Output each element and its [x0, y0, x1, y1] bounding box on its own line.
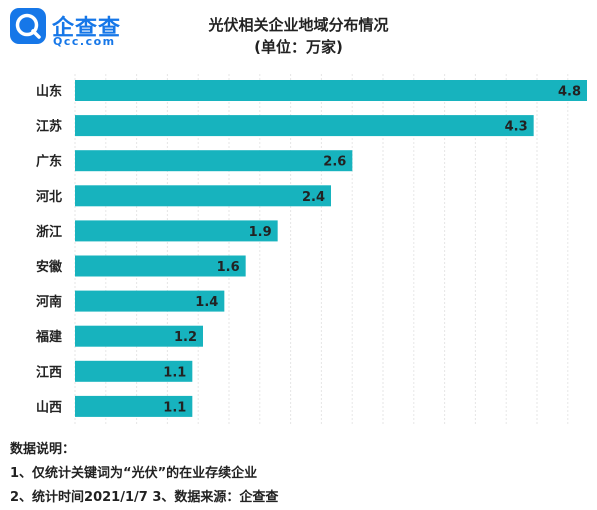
value-label: 1.2 — [174, 330, 197, 345]
bar-4 — [75, 185, 331, 207]
bar-5 — [75, 220, 278, 242]
chart-subtitle: (单位：万家) — [254, 38, 343, 56]
bar-1 — [75, 80, 587, 101]
bar-3 — [75, 150, 353, 172]
category-label: 广东 — [36, 154, 62, 170]
brand-domain: Qcc.com — [53, 35, 116, 48]
brand-name: 企查查 — [52, 16, 122, 41]
bar-8 — [75, 325, 203, 347]
chart-value-labels: 4.8 4.3 2.6 2.4 1.9 1.6 1.4 1.2 1.1 1.1 — [163, 85, 581, 416]
bar-9 — [75, 360, 193, 382]
category-label: 山西 — [36, 399, 62, 415]
category-label: 江西 — [36, 364, 62, 380]
brand-logo: 企查查 Qcc.com — [10, 8, 130, 50]
category-label: 浙江 — [36, 224, 62, 240]
category-label: 福建 — [35, 329, 62, 345]
category-label: 安徽 — [36, 259, 63, 275]
notes-heading: 数据说明： — [10, 442, 76, 457]
value-label: 2.4 — [302, 190, 325, 205]
bar-6 — [75, 255, 246, 277]
category-label: 江苏 — [36, 119, 62, 135]
data-notes: 数据说明： 1、仅统计关键词为“光伏”的在业存续企业 2、统计时间2021/1/… — [10, 438, 278, 510]
value-label: 1.1 — [163, 365, 186, 380]
notes-line-1: 1、仅统计关键词为“光伏”的在业存续企业 — [10, 466, 258, 481]
value-label: 2.6 — [323, 155, 346, 170]
category-label: 河南 — [36, 294, 62, 310]
chart-bars — [75, 80, 587, 417]
category-label: 河北 — [36, 189, 62, 205]
category-label: 山东 — [36, 84, 62, 100]
value-label: 4.8 — [558, 85, 581, 100]
qcc-logo-icon — [10, 8, 46, 44]
value-label: 4.3 — [505, 120, 528, 135]
notes-line-2: 2、统计时间2021/1/7 3、数据来源：企查查 — [10, 490, 279, 505]
bar-7 — [75, 290, 225, 312]
value-label: 1.6 — [217, 260, 240, 275]
value-label: 1.4 — [195, 295, 218, 310]
bar-2 — [75, 115, 534, 137]
value-label: 1.1 — [163, 400, 186, 415]
bar-10 — [75, 395, 193, 417]
value-label: 1.9 — [249, 225, 272, 240]
chart-title: 光伏相关企业地域分布情况 — [208, 16, 389, 34]
